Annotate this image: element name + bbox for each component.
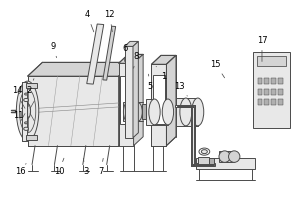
Polygon shape	[28, 76, 119, 146]
Polygon shape	[87, 24, 104, 84]
Bar	[264, 78, 269, 84]
Ellipse shape	[16, 81, 39, 141]
Bar	[256, 56, 286, 66]
Polygon shape	[176, 98, 198, 126]
Text: 15: 15	[210, 60, 225, 78]
Ellipse shape	[134, 102, 142, 121]
Bar	[264, 89, 269, 95]
Text: 7: 7	[98, 158, 104, 176]
Polygon shape	[133, 41, 138, 138]
Bar	[153, 75, 165, 124]
Ellipse shape	[162, 99, 174, 125]
Ellipse shape	[25, 93, 28, 95]
Bar	[152, 64, 166, 146]
Ellipse shape	[201, 150, 207, 154]
Bar	[278, 89, 283, 95]
Bar	[271, 99, 276, 105]
Bar	[22, 82, 27, 141]
Text: 14: 14	[12, 86, 22, 95]
Ellipse shape	[25, 122, 28, 124]
Bar	[264, 99, 269, 105]
Bar	[26, 83, 37, 88]
Bar	[118, 63, 134, 146]
Polygon shape	[146, 99, 168, 125]
Ellipse shape	[25, 103, 31, 118]
Ellipse shape	[24, 127, 28, 130]
Bar	[191, 105, 195, 166]
Text: 2: 2	[26, 79, 34, 95]
Polygon shape	[167, 55, 176, 146]
Text: 11: 11	[14, 108, 24, 120]
Polygon shape	[152, 55, 176, 64]
Text: 10: 10	[54, 158, 64, 176]
Bar	[278, 99, 283, 105]
Bar	[219, 151, 234, 162]
Polygon shape	[124, 41, 138, 46]
Ellipse shape	[20, 89, 36, 133]
Bar	[257, 78, 262, 84]
Bar	[257, 89, 262, 95]
Polygon shape	[103, 26, 116, 80]
Text: 12: 12	[104, 10, 115, 32]
Bar	[192, 164, 214, 165]
Ellipse shape	[24, 98, 28, 102]
Ellipse shape	[123, 102, 132, 121]
Polygon shape	[118, 62, 134, 146]
Bar	[177, 106, 194, 107]
Bar	[209, 158, 214, 164]
Bar	[191, 163, 215, 166]
Bar	[26, 135, 37, 140]
Bar	[271, 89, 276, 95]
Text: 1: 1	[156, 66, 166, 81]
Polygon shape	[123, 102, 138, 121]
Bar	[124, 46, 133, 138]
Ellipse shape	[192, 98, 204, 126]
Bar	[196, 158, 254, 169]
Bar	[253, 52, 290, 128]
Text: 5: 5	[147, 74, 153, 91]
Text: 16: 16	[15, 164, 26, 176]
Text: 13: 13	[175, 82, 187, 96]
Bar	[198, 157, 209, 165]
Text: 3: 3	[83, 158, 88, 176]
Ellipse shape	[229, 151, 240, 162]
Text: 4: 4	[85, 10, 94, 32]
Bar	[271, 78, 276, 84]
Bar	[192, 107, 194, 165]
Text: 9: 9	[50, 42, 57, 58]
Ellipse shape	[149, 99, 160, 125]
Polygon shape	[134, 54, 143, 146]
Ellipse shape	[180, 98, 192, 126]
Bar	[142, 104, 146, 119]
Bar	[176, 105, 195, 107]
Bar	[278, 78, 283, 84]
Ellipse shape	[199, 148, 210, 155]
Text: 17: 17	[257, 36, 267, 61]
Polygon shape	[118, 54, 143, 63]
Text: 6: 6	[122, 44, 127, 61]
Text: 8: 8	[134, 52, 139, 68]
Polygon shape	[28, 62, 134, 76]
Bar	[257, 99, 262, 105]
Bar	[120, 76, 130, 124]
Ellipse shape	[219, 151, 230, 162]
